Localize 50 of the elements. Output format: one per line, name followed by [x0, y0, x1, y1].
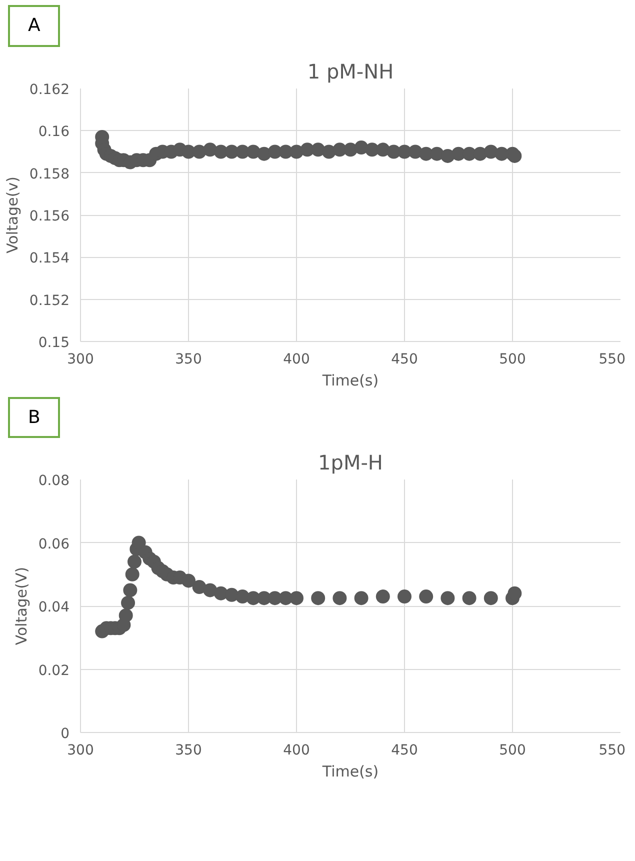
y-axis-title: Voltage(V) — [12, 567, 30, 646]
point — [508, 148, 522, 163]
point — [354, 592, 368, 606]
x-tick-label: 450 — [391, 742, 418, 759]
x-tick-label: 550 — [598, 742, 626, 759]
point — [182, 574, 196, 588]
y-tick-label: 0.152 — [29, 292, 70, 309]
y-tick-label: 0.02 — [38, 663, 70, 680]
y-tick-label: 0.15 — [38, 334, 70, 351]
point — [290, 592, 304, 606]
x-tick-label: 500 — [499, 742, 526, 759]
x-tick-label: 350 — [175, 742, 202, 759]
point — [311, 592, 326, 606]
text: A — [28, 14, 40, 38]
y-tick-label: 0.156 — [29, 208, 70, 224]
x-tick-label: 300 — [67, 351, 94, 368]
x-tick-label: 550 — [598, 351, 626, 368]
y-tick-label: 0 — [60, 726, 70, 742]
point — [484, 592, 498, 606]
point — [419, 590, 434, 604]
x-tick-label: 400 — [283, 351, 310, 368]
x-tick-label: 300 — [67, 742, 94, 759]
y-axis-title: Voltage(v) — [3, 176, 22, 254]
point — [128, 555, 142, 570]
y-tick-label: 0.162 — [29, 82, 70, 98]
chart-title: 1pM-H — [318, 450, 383, 475]
point — [121, 596, 136, 610]
point — [203, 584, 218, 598]
point — [398, 590, 412, 604]
x-tick-label: 450 — [391, 351, 418, 368]
y-tick-label: 0.06 — [38, 536, 70, 553]
x-axis-title: Time(s) — [321, 371, 379, 390]
point — [125, 568, 140, 582]
point — [376, 590, 390, 604]
point — [118, 608, 133, 623]
x-tick-label: 500 — [499, 351, 526, 368]
y-tick-label: 0.16 — [38, 124, 70, 140]
x-tick-label: 350 — [175, 351, 202, 368]
y-tick-label: 0.08 — [38, 473, 70, 490]
chart-title: 1 pM-NH — [307, 59, 394, 84]
x-tick-label: 400 — [283, 742, 310, 759]
point — [123, 584, 138, 598]
y-tick-label: 0.04 — [38, 600, 70, 616]
point — [462, 592, 476, 606]
y-tick-label: 0.154 — [29, 250, 70, 266]
point — [440, 592, 455, 606]
y-tick-label: 0.158 — [29, 166, 70, 182]
text: B — [28, 406, 40, 430]
x-axis-title: Time(s) — [321, 762, 379, 781]
point — [332, 592, 347, 606]
